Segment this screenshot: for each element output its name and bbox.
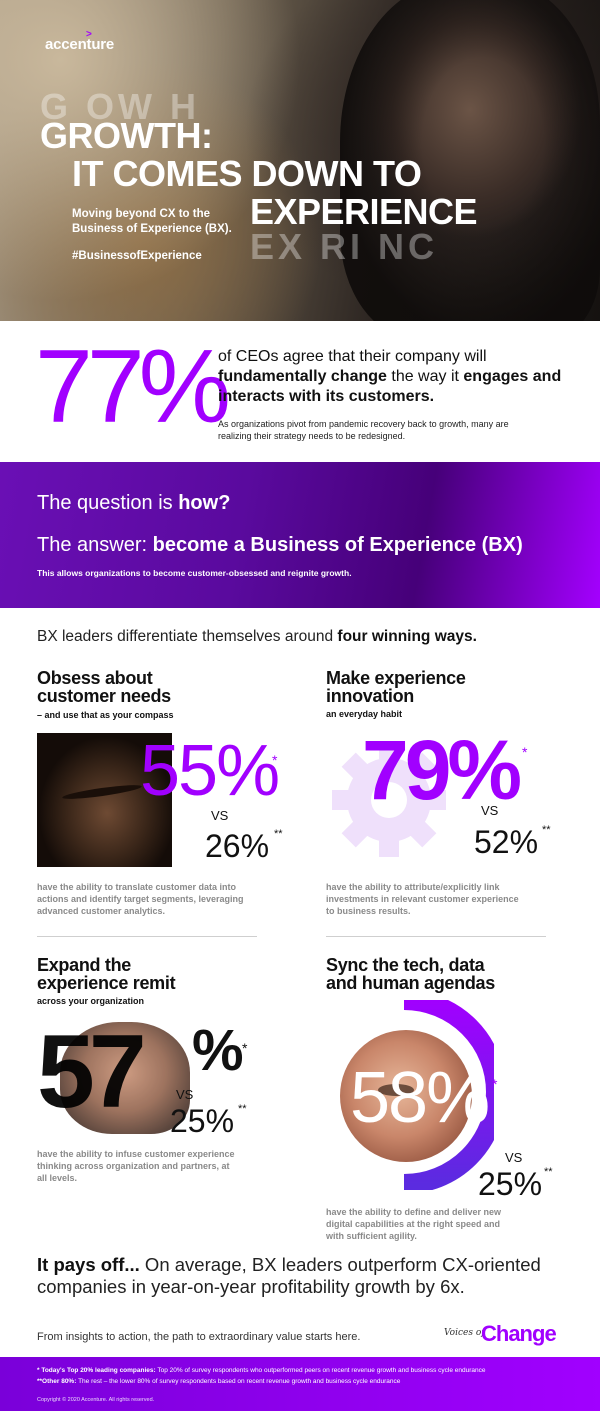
question-bold: how? — [178, 492, 231, 514]
hashtag[interactable]: #BusinessofExperience — [72, 250, 202, 262]
answer-bold: become a Business of Experience (BX) — [152, 534, 523, 556]
way2-star: * — [522, 744, 528, 760]
way1-title: Obsess about customer needs — [37, 669, 171, 705]
way1-description: have the ability to translate customer d… — [37, 882, 244, 916]
logo-text: accenture — [45, 36, 115, 53]
way1-compare: 26% — [205, 828, 270, 864]
way2-vs: VS — [481, 803, 499, 818]
way3-star: * — [242, 1040, 248, 1056]
way2-title-line2: innovation — [326, 686, 414, 706]
hero-banner: accenture > G OW H GROWTH: IT COMES DOWN… — [0, 0, 600, 321]
way3-compare-star: ** — [238, 1103, 247, 1115]
way3-vs: VS — [176, 1087, 194, 1102]
intro-pre: BX leaders differentiate themselves arou… — [37, 628, 338, 645]
footnote-2-text: The rest – the lower 80% of survey respo… — [76, 1378, 401, 1385]
voices-of-label: Voices of — [444, 1328, 485, 1338]
way1-photo — [37, 733, 172, 867]
way3-subtitle: across your organization — [37, 996, 145, 1006]
way3-value-percent: % — [192, 1018, 244, 1083]
payoff-bold: It pays off... — [37, 1254, 140, 1275]
way4-face-photo — [340, 1030, 472, 1162]
section-intro: BX leaders differentiate themselves arou… — [37, 628, 477, 646]
footnote-2-label: **Other 80%: — [37, 1378, 77, 1385]
ceo-stat-note: As organizations pivot from pandemic rec… — [218, 419, 509, 441]
change-logo[interactable]: Change — [481, 1321, 557, 1346]
answer-pre: The answer: — [37, 534, 153, 556]
way3-title-line2: experience remit — [37, 973, 176, 993]
way2-compare: 52% — [474, 824, 539, 860]
hero-title-line2: IT COMES DOWN TO — [72, 153, 422, 194]
divider — [326, 936, 546, 937]
ceo-text-bold2: engages and interacts with its customers… — [218, 368, 562, 405]
ghost-title-top: G OW H — [40, 86, 200, 127]
way3-compare: 25% — [170, 1103, 235, 1139]
question-band: The question is how? The answer: become … — [0, 462, 600, 608]
footnote-2: **Other 80%: The rest – the lower 80% of… — [37, 1378, 400, 1385]
ghost-title-bottom: EX RI NC — [250, 226, 439, 267]
way4-compare-star: ** — [544, 1166, 553, 1178]
way3-description: have the ability to infuse customer expe… — [37, 1149, 235, 1183]
way3-title-line1: Expand the — [37, 955, 132, 975]
hero-subtitle: Moving beyond CX to the Business of Expe… — [72, 208, 232, 235]
way3-title: Expand the experience remit — [37, 955, 176, 993]
way4-title: Sync the tech, data and human agendas — [326, 956, 495, 992]
way1-subtitle: – and use that as your compass — [37, 710, 174, 720]
gear-icon — [332, 743, 446, 857]
cta-text[interactable]: From insights to action, the path to ext… — [37, 1331, 361, 1343]
way2-title-line1: Make experience — [326, 668, 466, 688]
way4-title-line1: Sync the tech, data — [326, 955, 485, 975]
way2-value: 79% — [362, 723, 522, 817]
ceo-stat-text: of CEOs agree that their company will fu… — [218, 347, 568, 407]
way1-star: * — [272, 752, 278, 768]
footer: * Today's Top 20% leading companies: Top… — [0, 1357, 600, 1411]
hero-title-line1: GROWTH: — [40, 115, 213, 156]
way4-title-line2: and human agendas — [326, 973, 495, 993]
ceo-text-mid: the way it — [386, 368, 464, 385]
payoff-text: On average, BX leaders outperform CX-ori… — [37, 1254, 541, 1297]
way1-compare-star: ** — [274, 828, 283, 840]
footnote-1: * Today's Top 20% leading companies: Top… — [37, 1367, 485, 1374]
answer-line: The answer: become a Business of Experie… — [37, 534, 523, 557]
way1-value: 55% — [140, 731, 280, 811]
way1-title-line1: Obsess about — [37, 668, 153, 688]
divider — [37, 936, 257, 937]
copyright: Copyright © 2020 Accenture. All rights r… — [37, 1397, 155, 1403]
accenture-logo[interactable]: accenture > — [45, 29, 115, 53]
way4-compare: 25% — [478, 1166, 543, 1202]
question-line: The question is how? — [37, 492, 230, 515]
band-note: This allows organizations to become cust… — [37, 568, 352, 578]
way4-description: have the ability to define and deliver n… — [326, 1207, 502, 1241]
question-pre: The question is — [37, 492, 179, 514]
payoff-statement: It pays off... On average, BX leaders ou… — [37, 1254, 557, 1298]
way2-description: have the ability to attribute/explicitly… — [326, 882, 519, 916]
way2-subtitle: an everyday habit — [326, 709, 403, 719]
footnote-1-label: * Today's Top 20% leading companies: — [37, 1367, 156, 1374]
way4-value: 58% — [350, 1058, 490, 1138]
ceo-stat-value: 77% — [35, 329, 231, 445]
hero-photo — [340, 0, 600, 321]
way1-title-line2: customer needs — [37, 686, 171, 706]
footnote-1-text: Top 20% of survey respondents who outper… — [155, 1367, 486, 1374]
way3-portrait-photo — [60, 1022, 190, 1134]
logo-chevron-icon: > — [86, 29, 92, 40]
way4-progress-ring — [340, 1000, 494, 1190]
way1-vs: VS — [211, 808, 229, 823]
ceo-text-pre: of CEOs agree that their company will — [218, 348, 487, 365]
intro-bold: four winning ways. — [337, 628, 477, 645]
hero-title-line3: EXPERIENCE — [250, 191, 478, 232]
way2-title: Make experience innovation — [326, 669, 466, 705]
ceo-text-bold1: fundamentally change — [218, 368, 387, 385]
way2-compare-star: ** — [542, 824, 551, 836]
way4-star: * — [492, 1076, 498, 1092]
way4-vs: VS — [505, 1150, 523, 1165]
